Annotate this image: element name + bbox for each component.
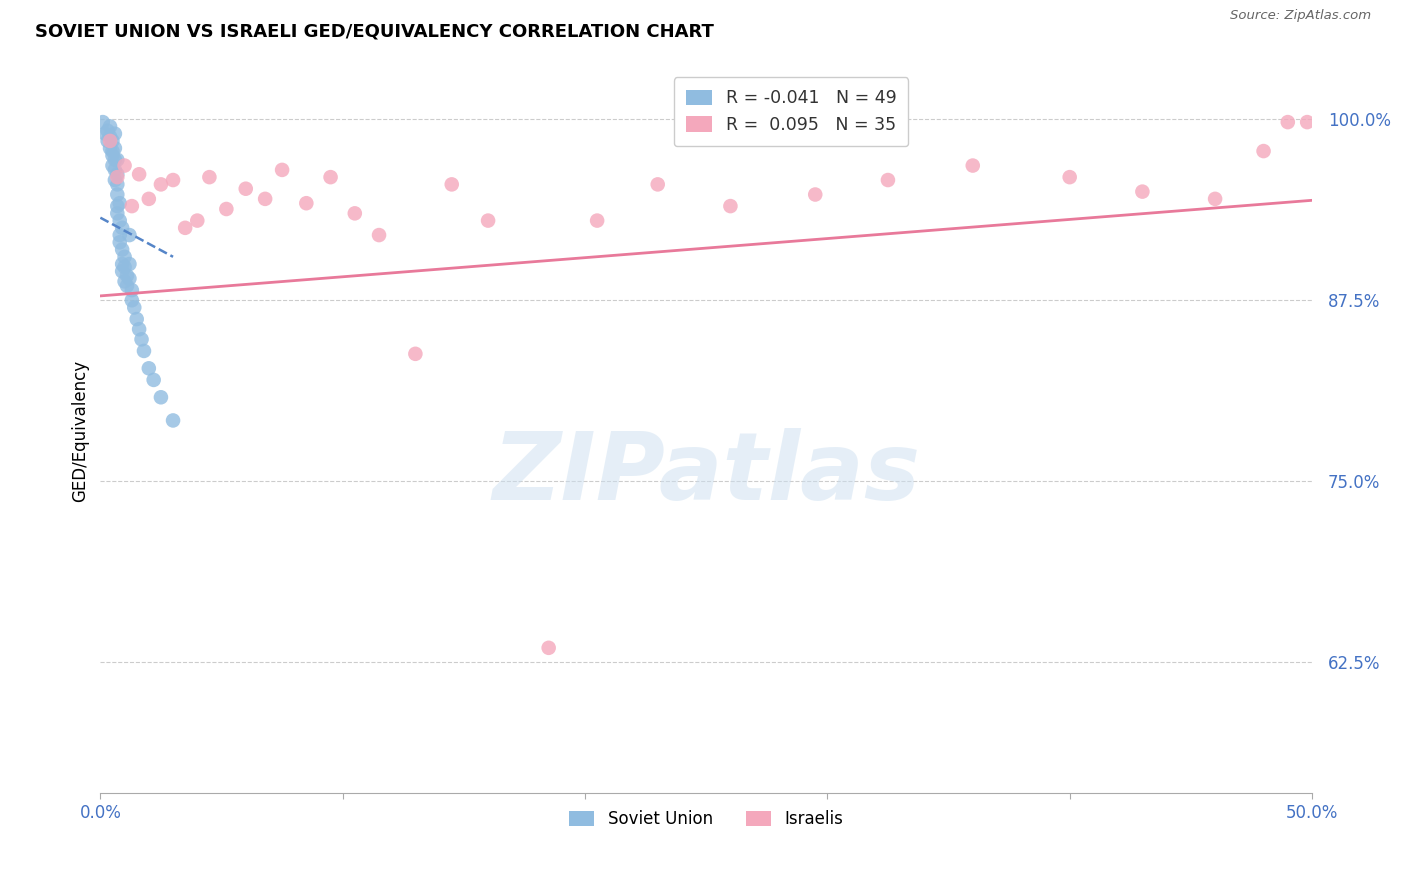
Point [343, 206, 366, 220]
Point [804, 187, 827, 202]
Point [98, 141, 121, 155]
Point [1132, 185, 1154, 199]
Point [114, 159, 136, 173]
Legend: Soviet Union, Israelis: Soviet Union, Israelis [562, 804, 849, 835]
Point [98, 129, 121, 144]
Point [114, 250, 136, 264]
Point [142, 373, 165, 387]
Point [254, 192, 277, 206]
Point [124, 301, 146, 315]
Point [118, 228, 141, 243]
Point [1296, 115, 1319, 129]
Point [104, 173, 127, 187]
Point [295, 196, 318, 211]
Point [404, 347, 426, 361]
Point [94, 127, 117, 141]
Point [111, 243, 134, 257]
Point [440, 178, 463, 192]
Point [720, 199, 742, 213]
Point [111, 264, 134, 278]
Point [149, 390, 172, 404]
Point [1059, 170, 1081, 185]
Point [131, 332, 153, 346]
Point [1204, 192, 1226, 206]
Point [114, 260, 136, 274]
Point [121, 283, 143, 297]
Point [111, 220, 134, 235]
Point [115, 268, 138, 283]
Point [174, 220, 197, 235]
Point [319, 170, 342, 185]
Point [111, 257, 134, 271]
Point [962, 159, 984, 173]
Point [97, 134, 120, 148]
Point [105, 178, 128, 192]
Point [104, 141, 127, 155]
Point [98, 134, 121, 148]
Point [368, 228, 391, 243]
Point [128, 167, 150, 181]
Point [215, 202, 238, 216]
Point [98, 120, 121, 134]
Point [101, 159, 124, 173]
Point [105, 153, 128, 167]
Point [1253, 144, 1275, 158]
Point [108, 213, 131, 227]
Point [121, 293, 143, 308]
Point [118, 257, 141, 271]
Point [132, 343, 155, 358]
Point [108, 228, 131, 243]
Point [91, 115, 114, 129]
Point [138, 192, 160, 206]
Point [105, 167, 128, 181]
Point [108, 196, 131, 211]
Text: Source: ZipAtlas.com: Source: ZipAtlas.com [1230, 9, 1371, 22]
Point [1277, 115, 1299, 129]
Point [121, 199, 143, 213]
Point [105, 199, 128, 213]
Point [118, 271, 141, 285]
Point [162, 173, 184, 187]
Point [186, 213, 208, 227]
Point [114, 274, 136, 288]
Text: SOVIET UNION VS ISRAELI GED/EQUIVALENCY CORRELATION CHART: SOVIET UNION VS ISRAELI GED/EQUIVALENCY … [35, 22, 714, 40]
Point [235, 182, 257, 196]
Point [586, 213, 609, 227]
Point [101, 134, 124, 148]
Point [104, 127, 127, 141]
Point [477, 213, 499, 227]
Point [877, 173, 900, 187]
Text: ZIPatlas: ZIPatlas [492, 428, 921, 520]
Point [105, 206, 128, 220]
Point [101, 144, 124, 158]
Point [138, 361, 160, 376]
Point [104, 153, 127, 167]
Point [105, 170, 128, 185]
Point [105, 187, 128, 202]
Point [149, 178, 172, 192]
Point [271, 162, 294, 177]
Point [198, 170, 221, 185]
Point [97, 124, 120, 138]
Y-axis label: GED/Equivalency: GED/Equivalency [72, 359, 89, 501]
Point [115, 278, 138, 293]
Point [537, 640, 560, 655]
Point [101, 148, 124, 162]
Point [647, 178, 669, 192]
Point [128, 322, 150, 336]
Point [108, 235, 131, 250]
Point [162, 413, 184, 427]
Point [125, 312, 148, 326]
Point [104, 162, 127, 177]
